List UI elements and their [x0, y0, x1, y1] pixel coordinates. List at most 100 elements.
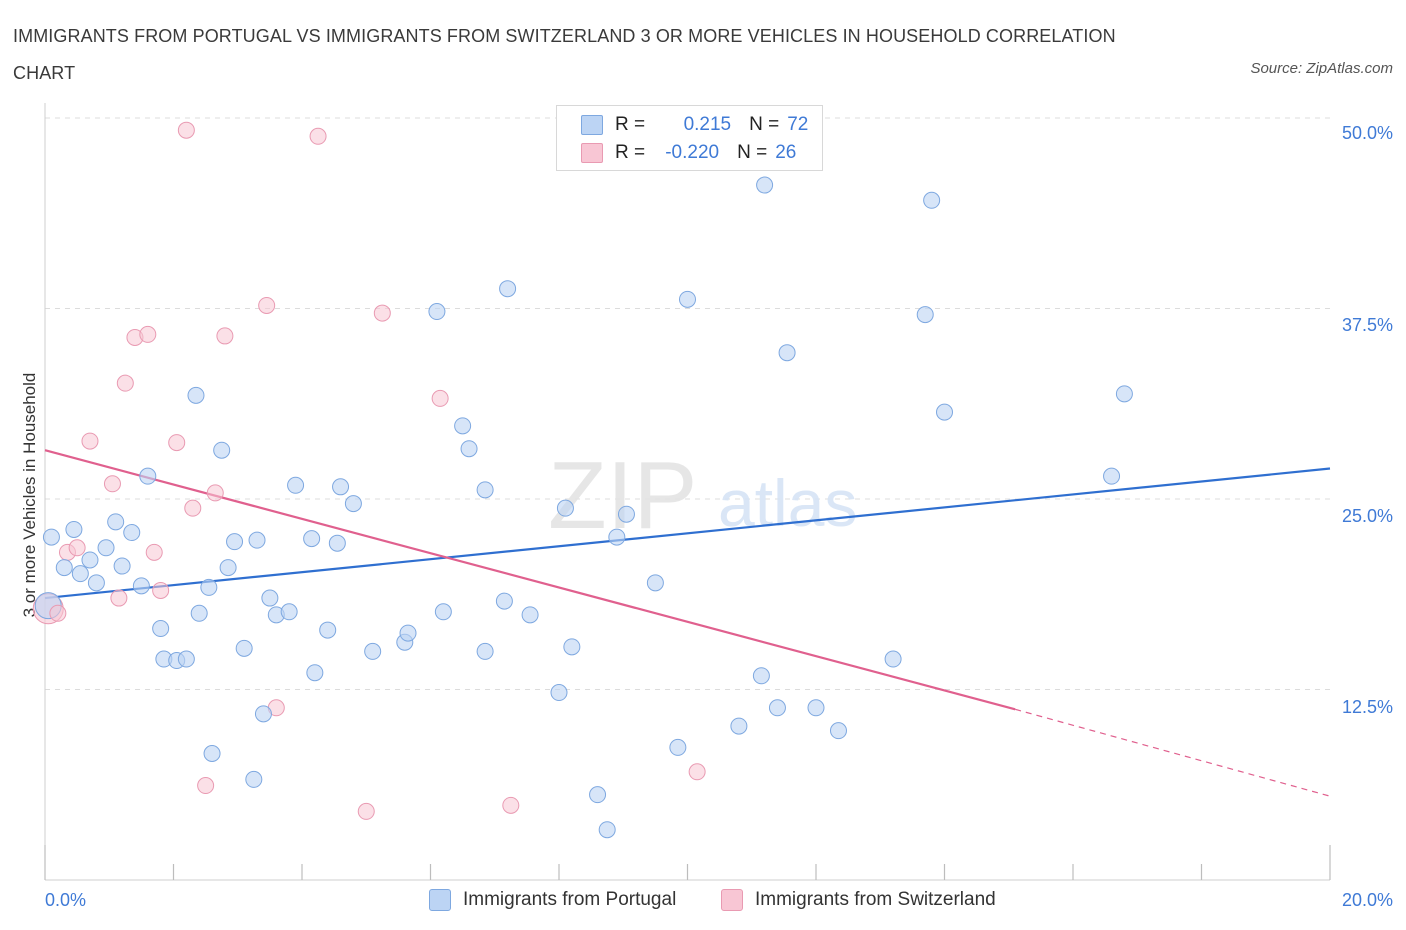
portugal-point	[344, 495, 362, 513]
portugal-point	[399, 624, 417, 642]
x-tick-label-max: 20.0%	[1341, 890, 1393, 910]
portugal-swatch	[429, 889, 451, 911]
portugal-point	[1103, 467, 1121, 485]
portugal-point	[55, 559, 73, 577]
switzerland-point	[502, 796, 520, 814]
portugal-point	[669, 738, 687, 756]
y-tick-label: 12.5%	[1341, 697, 1393, 717]
portugal-point	[1115, 385, 1133, 403]
portugal-point	[807, 699, 825, 717]
source-label: Source: ZipAtlas.com	[1250, 60, 1393, 77]
portugal-point	[936, 403, 953, 421]
portugal-point	[71, 565, 89, 583]
switzerland-point	[103, 475, 121, 493]
portugal-point	[261, 589, 279, 607]
switzerland-point	[206, 484, 224, 502]
portugal-point	[113, 557, 131, 575]
portugal-point	[768, 699, 786, 717]
portugal-point	[730, 717, 748, 735]
portugal-point	[428, 303, 446, 321]
portugal-point	[97, 539, 115, 557]
portugal-point	[248, 531, 266, 549]
portugal-point	[213, 441, 231, 459]
n-value: 26	[775, 142, 797, 163]
y-tick-label: 37.5%	[1341, 315, 1393, 335]
portugal-point	[328, 534, 346, 552]
switzerland-swatch	[721, 889, 743, 911]
x-tick-label-min: 0.0%	[45, 890, 87, 910]
legend-label: Immigrants from Portugal	[463, 889, 677, 910]
portugal-point	[598, 821, 616, 839]
r-value: 0.215	[683, 114, 732, 135]
portugal-point	[245, 770, 263, 788]
switzerland-point	[81, 432, 99, 450]
data-points	[32, 121, 1133, 839]
portugal-point	[152, 620, 170, 638]
portugal-point	[499, 280, 517, 298]
portugal-point	[235, 639, 253, 657]
watermark: ZIP atlas	[548, 442, 857, 549]
switzerland-point	[197, 777, 215, 795]
correlation-legend: R = 0.215 N = 72 R = -0.220 N = 26	[556, 105, 823, 171]
switzerland-point	[688, 763, 706, 781]
portugal-point	[203, 745, 221, 763]
switzerland-point	[357, 802, 375, 820]
r-value: -0.220	[665, 142, 720, 163]
legend-label: Immigrants from Switzerland	[755, 889, 996, 910]
switzerland-point	[373, 304, 391, 322]
portugal-swatch	[581, 115, 603, 135]
portugal-point	[287, 476, 305, 494]
portugal-point	[107, 513, 125, 531]
legend-row-switzerland: R = -0.220 N = 26	[581, 141, 796, 165]
y-tick-label: 50.0%	[1341, 123, 1393, 143]
n-label: N =	[737, 142, 768, 163]
portugal-point	[139, 467, 157, 485]
portugal-point	[752, 667, 770, 685]
portugal-point	[778, 344, 796, 362]
portugal-point	[916, 306, 934, 324]
portugal-point	[219, 559, 237, 577]
legend-item-switzerland: Immigrants from Switzerland	[721, 889, 996, 911]
portugal-point	[332, 478, 350, 496]
portugal-point	[306, 664, 324, 682]
trend-lines	[44, 449, 1331, 797]
portugal-point	[589, 786, 607, 804]
switzerland-point	[309, 127, 327, 145]
portugal-point	[65, 520, 83, 538]
portugal-point	[434, 603, 452, 621]
switzerland-point	[110, 589, 128, 607]
portugal-point	[226, 533, 244, 551]
portugal-point	[319, 621, 337, 639]
portugal-point	[646, 574, 664, 592]
portugal-point	[42, 528, 60, 546]
n-label: N =	[749, 114, 780, 135]
axes	[44, 103, 1331, 881]
chart-title: IMMIGRANTS FROM PORTUGAL VS IMMIGRANTS F…	[13, 26, 1116, 83]
portugal-point	[177, 650, 195, 668]
portugal-point	[123, 524, 141, 542]
switzerland-point	[49, 604, 67, 622]
portugal-point	[884, 650, 902, 668]
n-value: 72	[787, 114, 809, 135]
portugal-point	[756, 176, 774, 194]
switzerland-swatch	[581, 143, 603, 163]
portugal-point	[280, 603, 298, 621]
portugal-point	[556, 499, 574, 517]
portugal-point	[923, 191, 941, 209]
switzerland-point	[116, 374, 134, 392]
portugal-point	[200, 578, 218, 596]
portugal-point	[476, 481, 494, 499]
portugal-point	[187, 386, 205, 404]
portugal-point	[495, 592, 513, 610]
portugal-point	[550, 684, 568, 702]
gridlines	[45, 117, 1330, 690]
y-tick-label: 25.0%	[1341, 506, 1393, 526]
portugal-point	[608, 528, 626, 546]
portugal-point	[190, 604, 208, 622]
portugal-point	[617, 505, 635, 523]
portugal-point	[81, 551, 99, 569]
switzerland-point	[431, 389, 449, 407]
r-label: R =	[615, 114, 646, 135]
series-legend: Immigrants from Portugal Immigrants from…	[0, 889, 1406, 915]
portugal-point	[521, 606, 539, 624]
